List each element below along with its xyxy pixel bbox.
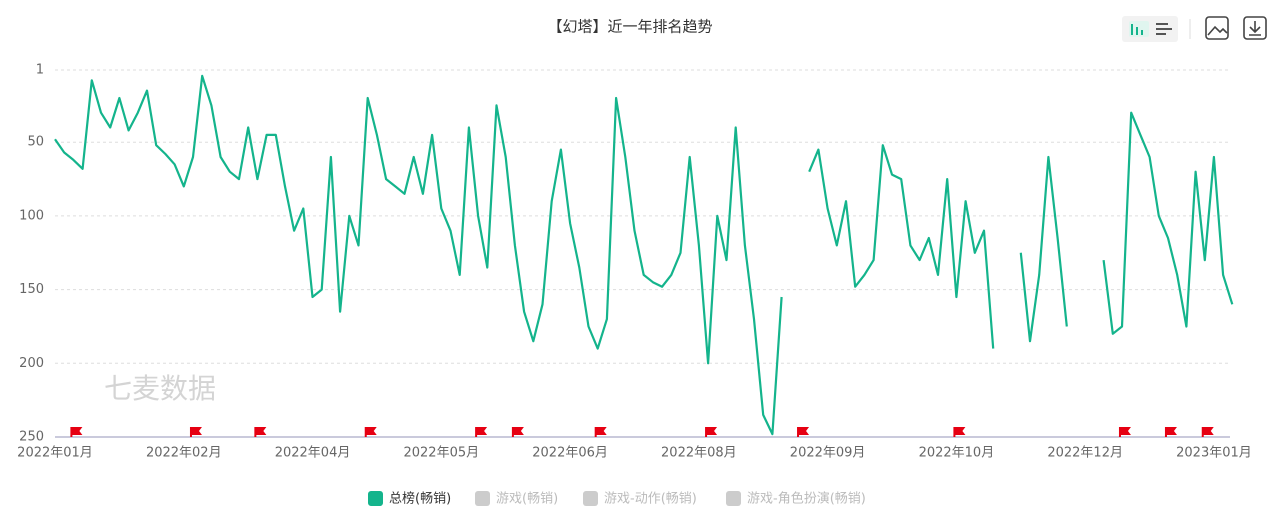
x-tick-label: 2022年01月: [17, 446, 93, 461]
x-tick-label: 2022年05月: [403, 446, 479, 461]
x-tick-label: 2022年10月: [919, 446, 995, 461]
event-flag: [189, 427, 202, 437]
event-flag: [705, 427, 718, 437]
list-icon[interactable]: [1156, 23, 1172, 35]
x-tick-label: 2023年01月: [1176, 446, 1252, 461]
y-tick-label: 50: [27, 135, 44, 150]
event-flag: [1118, 427, 1131, 437]
event-flag: [1201, 427, 1214, 437]
chart-title: 【幻塔】近一年排名趋势: [547, 18, 712, 36]
event-flag: [70, 427, 83, 437]
event-flag: [475, 427, 488, 437]
x-tick-label: 2022年09月: [790, 446, 866, 461]
bar-icon: [1131, 24, 1143, 35]
download-button[interactable]: [1243, 16, 1267, 40]
legend-item[interactable]: 游戏(畅销): [475, 491, 558, 507]
x-tick-label: 2022年02月: [146, 446, 222, 461]
y-tick-label: 100: [19, 208, 44, 223]
event-flag: [594, 427, 607, 437]
toolbar[interactable]: [1122, 16, 1267, 42]
event-flag: [511, 427, 524, 437]
x-tick-label: 2022年06月: [532, 446, 608, 461]
legend-item[interactable]: 总榜(畅销): [368, 491, 451, 507]
watermark: 七麦数据: [104, 372, 216, 405]
legend-label: 游戏(畅销): [496, 492, 558, 507]
event-flag: [254, 427, 267, 437]
download-icon: [1249, 21, 1261, 36]
event-flag: [953, 427, 966, 437]
event-flag: [797, 427, 810, 437]
legend-swatch: [475, 491, 490, 506]
legend-label: 总榜(畅销): [389, 491, 451, 507]
x-tick-label: 2022年08月: [661, 446, 737, 461]
y-tick-label: 1: [36, 63, 44, 78]
legend-item[interactable]: 游戏-动作(畅销): [583, 491, 697, 507]
legend-label: 游戏-角色扮演(畅销): [747, 491, 866, 507]
legend-swatch: [368, 491, 383, 506]
x-tick-label: 2022年04月: [275, 446, 351, 461]
legend-item[interactable]: 游戏-角色扮演(畅销): [726, 491, 866, 507]
legend-swatch: [726, 491, 741, 506]
x-tick-label: 2022年12月: [1047, 446, 1123, 461]
bar-view-button[interactable]: [1129, 21, 1149, 37]
image-icon: [1207, 25, 1228, 36]
legend-swatch: [583, 491, 598, 506]
y-tick-label: 200: [19, 356, 44, 371]
event-flag: [364, 427, 377, 437]
legend-label: 游戏-动作(畅销): [604, 492, 697, 507]
y-tick-label: 250: [19, 430, 44, 445]
event-flag: [1164, 427, 1177, 437]
series-line: [54, 74, 1234, 436]
image-button[interactable]: [1205, 16, 1229, 40]
y-tick-label: 150: [19, 282, 44, 297]
